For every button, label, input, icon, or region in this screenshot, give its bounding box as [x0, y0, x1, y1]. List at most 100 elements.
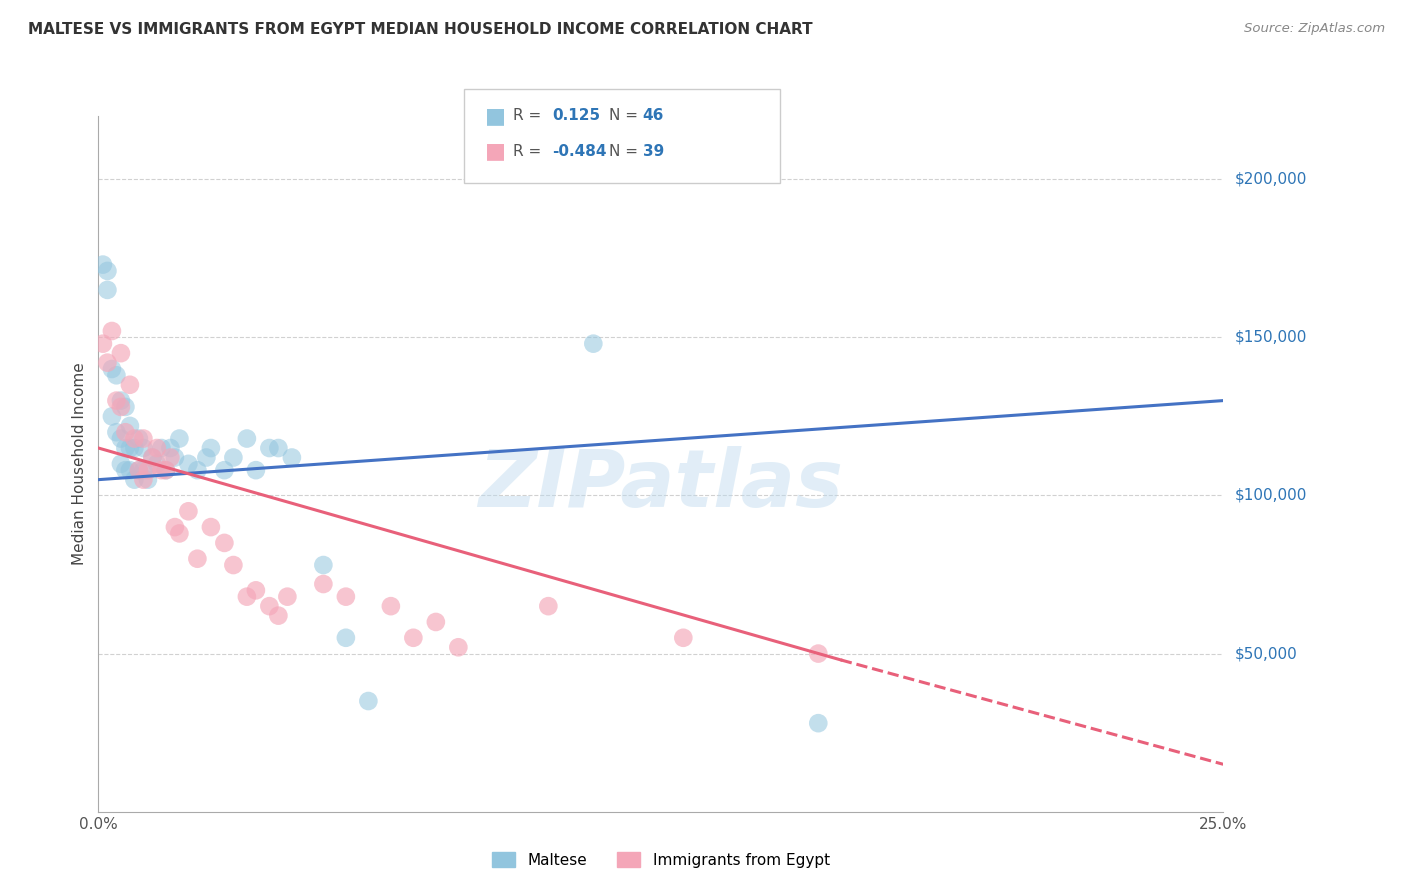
Point: [105, 368, 128, 383]
Point: [380, 599, 402, 614]
Text: -0.484: -0.484: [553, 145, 607, 159]
Point: [118, 418, 141, 433]
Text: 39: 39: [643, 145, 664, 159]
Point: [357, 694, 380, 708]
Point: [96, 356, 118, 370]
Point: [214, 463, 236, 477]
Point: [222, 558, 245, 572]
Point: [124, 432, 146, 446]
Point: [91, 258, 114, 272]
Point: [110, 346, 132, 360]
Point: [96, 283, 118, 297]
Text: $200,000: $200,000: [1234, 172, 1306, 186]
Y-axis label: Median Household Income: Median Household Income: [72, 362, 87, 566]
Point: [159, 441, 181, 455]
Point: [105, 425, 128, 440]
Point: [132, 463, 155, 477]
Point: [132, 432, 155, 446]
Point: [150, 463, 173, 477]
Point: [259, 599, 281, 614]
Text: Source: ZipAtlas.com: Source: ZipAtlas.com: [1244, 22, 1385, 36]
Point: [276, 590, 298, 604]
Point: [132, 473, 155, 487]
Point: [110, 457, 132, 471]
Point: [114, 425, 136, 440]
Point: [146, 441, 169, 455]
Point: [195, 450, 218, 465]
Point: [312, 577, 335, 591]
Point: [146, 457, 169, 471]
Point: [186, 463, 208, 477]
Point: [136, 473, 159, 487]
Point: [124, 473, 146, 487]
Text: $100,000: $100,000: [1234, 488, 1306, 503]
Point: [281, 450, 304, 465]
Point: [114, 400, 136, 414]
Point: [200, 441, 222, 455]
Point: [402, 631, 425, 645]
Point: [110, 393, 132, 408]
Text: $50,000: $50,000: [1234, 646, 1298, 661]
Legend: Maltese, Immigrants from Egypt: Maltese, Immigrants from Egypt: [486, 846, 835, 873]
Point: [105, 393, 128, 408]
Point: [447, 640, 470, 655]
Text: N =: N =: [609, 145, 643, 159]
Point: [136, 463, 159, 477]
Point: [267, 441, 290, 455]
Text: N =: N =: [609, 109, 643, 123]
Point: [200, 520, 222, 534]
Point: [128, 432, 150, 446]
Point: [259, 441, 281, 455]
Point: [118, 377, 141, 392]
Point: [537, 599, 560, 614]
Point: [672, 631, 695, 645]
Point: [245, 463, 267, 477]
Point: [236, 590, 259, 604]
Point: [96, 264, 118, 278]
Point: [118, 463, 141, 477]
Text: ZIPatlas: ZIPatlas: [478, 446, 844, 524]
Point: [312, 558, 335, 572]
Point: [110, 432, 132, 446]
Point: [155, 463, 177, 477]
Text: MALTESE VS IMMIGRANTS FROM EGYPT MEDIAN HOUSEHOLD INCOME CORRELATION CHART: MALTESE VS IMMIGRANTS FROM EGYPT MEDIAN …: [28, 22, 813, 37]
Point: [245, 583, 267, 598]
Point: [124, 441, 146, 455]
Point: [128, 463, 150, 477]
Point: [335, 631, 357, 645]
Point: [582, 336, 605, 351]
Point: [118, 441, 141, 455]
Point: [425, 615, 447, 629]
Point: [101, 362, 124, 376]
Point: [214, 536, 236, 550]
Point: [114, 441, 136, 455]
Point: [169, 526, 191, 541]
Point: [236, 432, 259, 446]
Point: [141, 450, 163, 465]
Point: [141, 450, 163, 465]
Point: [110, 400, 132, 414]
Text: ■: ■: [485, 106, 506, 126]
Point: [150, 441, 173, 455]
Point: [114, 463, 136, 477]
Point: [128, 463, 150, 477]
Point: [177, 457, 200, 471]
Text: R =: R =: [513, 109, 547, 123]
Text: 0.125: 0.125: [553, 109, 600, 123]
Point: [159, 450, 181, 465]
Point: [335, 590, 357, 604]
Point: [186, 551, 208, 566]
Text: $150,000: $150,000: [1234, 330, 1306, 345]
Point: [155, 463, 177, 477]
Point: [163, 520, 186, 534]
Point: [163, 450, 186, 465]
Text: 46: 46: [643, 109, 664, 123]
Point: [177, 504, 200, 518]
Point: [807, 647, 830, 661]
Point: [807, 716, 830, 731]
Point: [222, 450, 245, 465]
Point: [101, 409, 124, 424]
Point: [132, 441, 155, 455]
Text: R =: R =: [513, 145, 547, 159]
Point: [91, 336, 114, 351]
